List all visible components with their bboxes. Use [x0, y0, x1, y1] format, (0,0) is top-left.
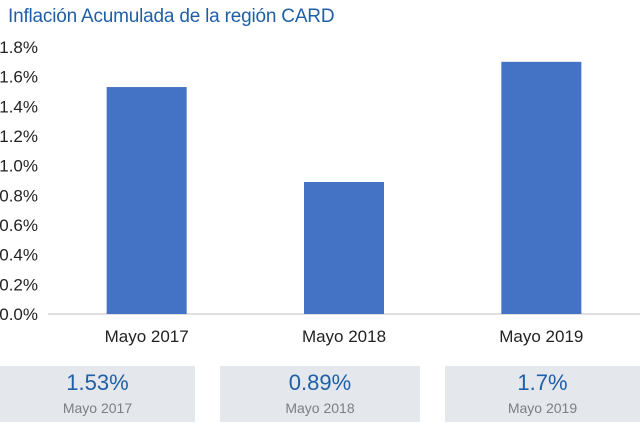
y-tick-label: 1.0% — [0, 157, 38, 176]
x-tick-label: Mayo 2017 — [105, 327, 189, 346]
card-label: Mayo 2018 — [285, 400, 355, 416]
x-tick-label: Mayo 2019 — [499, 327, 583, 346]
y-tick-label: 1.8% — [0, 38, 38, 57]
bar-mayo-2018 — [304, 181, 384, 314]
x-tick-label: Mayo 2018 — [302, 327, 386, 346]
card-label: Mayo 2019 — [507, 400, 578, 416]
card-value: 1.53% — [66, 370, 129, 395]
bar-chart: 0.0% 0.2% 0.4% 0.6% 0.8% 1.0% 1.2% 1.4% 1.6% 1.8%… — [0, 38, 640, 346]
y-tick-label: 0.0% — [0, 305, 38, 324]
chart-title: Inflación Acumulada de la región CARD — [8, 6, 335, 27]
x-axis: Mayo 2017 Mayo 2018 Mayo 2019 — [105, 327, 584, 346]
bar-mayo-2017 — [106, 87, 187, 314]
card-label: Mayo 2017 — [62, 400, 133, 416]
bar-mayo-2019 — [501, 61, 582, 315]
card-value: 0.89% — [288, 370, 352, 395]
y-tick-label: 0.6% — [0, 216, 38, 235]
bars — [106, 61, 582, 315]
y-tick-label: 1.4% — [0, 97, 38, 116]
y-tick-label: 0.2% — [0, 275, 38, 294]
summary-card-2017: 1.53% Mayo 2017 — [0, 366, 195, 422]
y-tick-label: 1.6% — [0, 68, 38, 87]
summary-card-2018: 0.89% Mayo 2018 — [220, 366, 420, 422]
y-tick-label: 0.4% — [0, 246, 38, 265]
y-tick-label: 1.2% — [0, 127, 38, 146]
y-tick-label: 0.8% — [0, 186, 38, 205]
card-value: 1.7% — [517, 370, 568, 395]
summary-card-2019: 1.7% Mayo 2019 — [445, 366, 640, 422]
y-axis: 0.0% 0.2% 0.4% 0.6% 0.8% 1.0% 1.2% 1.4% 1.6% 1.8% — [0, 38, 38, 324]
